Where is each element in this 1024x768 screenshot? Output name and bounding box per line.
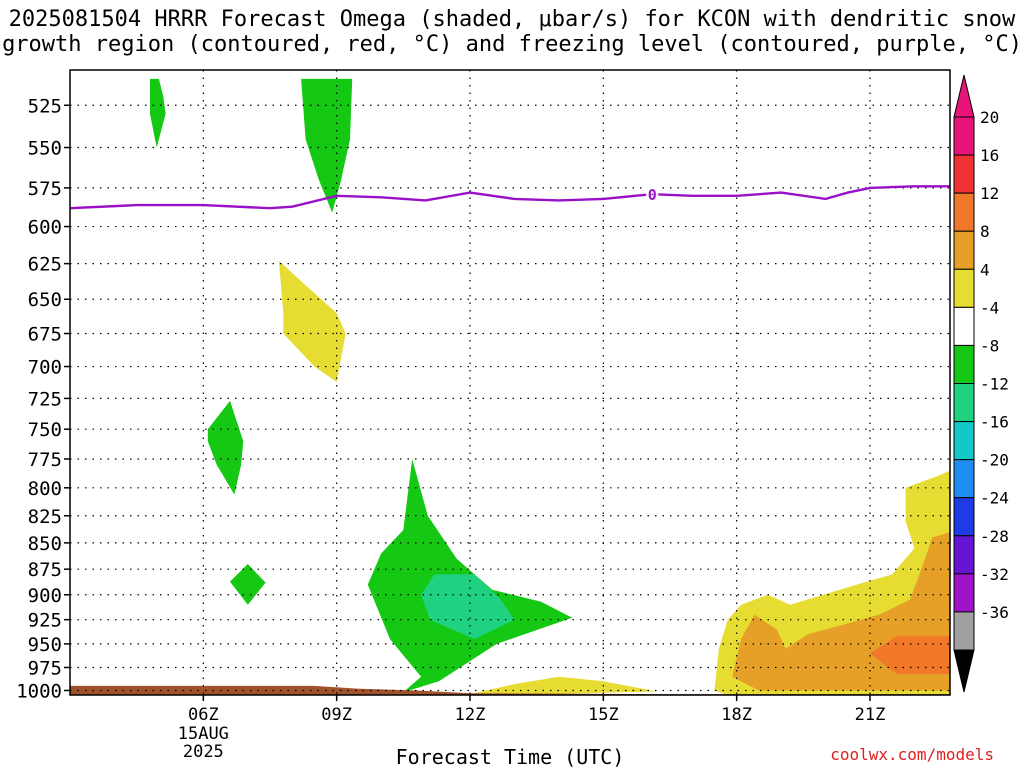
x-date-label: 15AUG [178, 724, 229, 744]
colorbar-over-arrow [953, 74, 975, 118]
colorbar-label: -28 [980, 527, 1009, 546]
colorbar-label: -4 [980, 298, 999, 317]
colorbar-label: -12 [980, 375, 1009, 394]
contour-lines: 0 [70, 185, 950, 210]
omega-region-6 [421, 574, 515, 640]
x-tick-label: 06Z [188, 705, 219, 725]
chart-title-line-2: growth region (contoured, red, °C) and f… [2, 32, 1022, 57]
colorbar-swatch [953, 497, 975, 537]
colorbar-label: 16 [980, 146, 999, 165]
colorbar-label: 8 [980, 222, 990, 241]
y-tick-label: 775 [28, 449, 62, 471]
x-tick-label: 18Z [721, 705, 752, 725]
omega-region-1 [301, 78, 353, 213]
y-tick-label: 575 [28, 178, 62, 200]
omega-region-0 [150, 78, 166, 148]
plot-area [70, 70, 950, 695]
plot-frame [69, 69, 951, 696]
freezing-label-bg [646, 186, 659, 203]
colorbar-swatch [953, 230, 975, 270]
x-tick-label: 15Z [588, 705, 619, 725]
x-axis-label: Forecast Time (UTC) [396, 745, 625, 768]
y-tick-label: 625 [28, 254, 62, 276]
omega-region-10 [870, 636, 950, 674]
colorbar-label: -16 [980, 413, 1009, 432]
y-tick-label: 725 [28, 388, 62, 410]
x-date-label: 2025 [183, 742, 224, 762]
colorbar-swatch [953, 192, 975, 232]
x-tick-label: 21Z [855, 705, 886, 725]
colorbar-label: -36 [980, 603, 1009, 622]
x-tick-label: 09Z [321, 705, 352, 725]
colorbar-label: -8 [980, 336, 999, 355]
y-tick-label: 550 [28, 138, 62, 160]
y-axis: 525 550 575 600 625 650 675 700 725 750 775 800 825 8… [16, 95, 70, 702]
colorbar-label: 4 [980, 260, 990, 279]
colorbar-swatch [953, 573, 975, 613]
colorbar-swatch [953, 421, 975, 461]
omega-region-2 [278, 260, 346, 382]
omega-region-3 [207, 400, 244, 495]
y-tick-label: 950 [28, 634, 62, 656]
y-tick-label: 600 [28, 217, 62, 239]
y-tick-label: 1000 [16, 680, 62, 702]
colorbar: 20 16 12 8 4 -4 -8 -12 -16 -20 -24 -28 -32 -36 [953, 74, 1009, 693]
chart-title-line-1: 2025081504 HRRR Forecast Omega (shaded, … [8, 7, 1016, 32]
colorbar-swatch [953, 116, 975, 156]
y-tick-label: 650 [28, 289, 62, 311]
colorbar-swatch [953, 344, 975, 384]
omega-region-4 [230, 564, 266, 605]
shaded-regions [70, 78, 950, 695]
colorbar-swatch [953, 268, 975, 308]
colorbar-label: 20 [980, 108, 999, 127]
x-tick-label: 12Z [455, 705, 486, 725]
colorbar-label: -24 [980, 489, 1009, 508]
y-tick-label: 700 [28, 357, 62, 379]
y-tick-label: 750 [28, 419, 62, 441]
colorbar-swatch [953, 611, 975, 651]
freezing-level-line [70, 185, 950, 210]
y-tick-label: 925 [28, 610, 62, 632]
freezing-level-label: 0 [648, 186, 657, 204]
colorbar-label: -32 [980, 565, 1009, 584]
y-tick-label: 525 [28, 95, 62, 117]
y-tick-label: 800 [28, 478, 62, 500]
y-tick-label: 900 [28, 585, 62, 607]
colorbar-swatch [953, 154, 975, 194]
colorbar-swatch [953, 383, 975, 423]
site-credit: coolwx.com/models [830, 745, 994, 764]
y-tick-label: 975 [28, 657, 62, 679]
colorbar-swatch [953, 535, 975, 575]
colorbar-swatch [953, 459, 975, 499]
colorbar-label: -20 [980, 451, 1009, 470]
colorbar-label: 12 [980, 184, 999, 203]
colorbar-swatch [953, 306, 975, 346]
y-tick-label: 850 [28, 533, 62, 555]
y-tick-label: 825 [28, 506, 62, 528]
y-tick-label: 675 [28, 324, 62, 346]
y-tick-label: 875 [28, 559, 62, 581]
terrain-region [70, 685, 950, 695]
colorbar-under-arrow [953, 649, 975, 693]
